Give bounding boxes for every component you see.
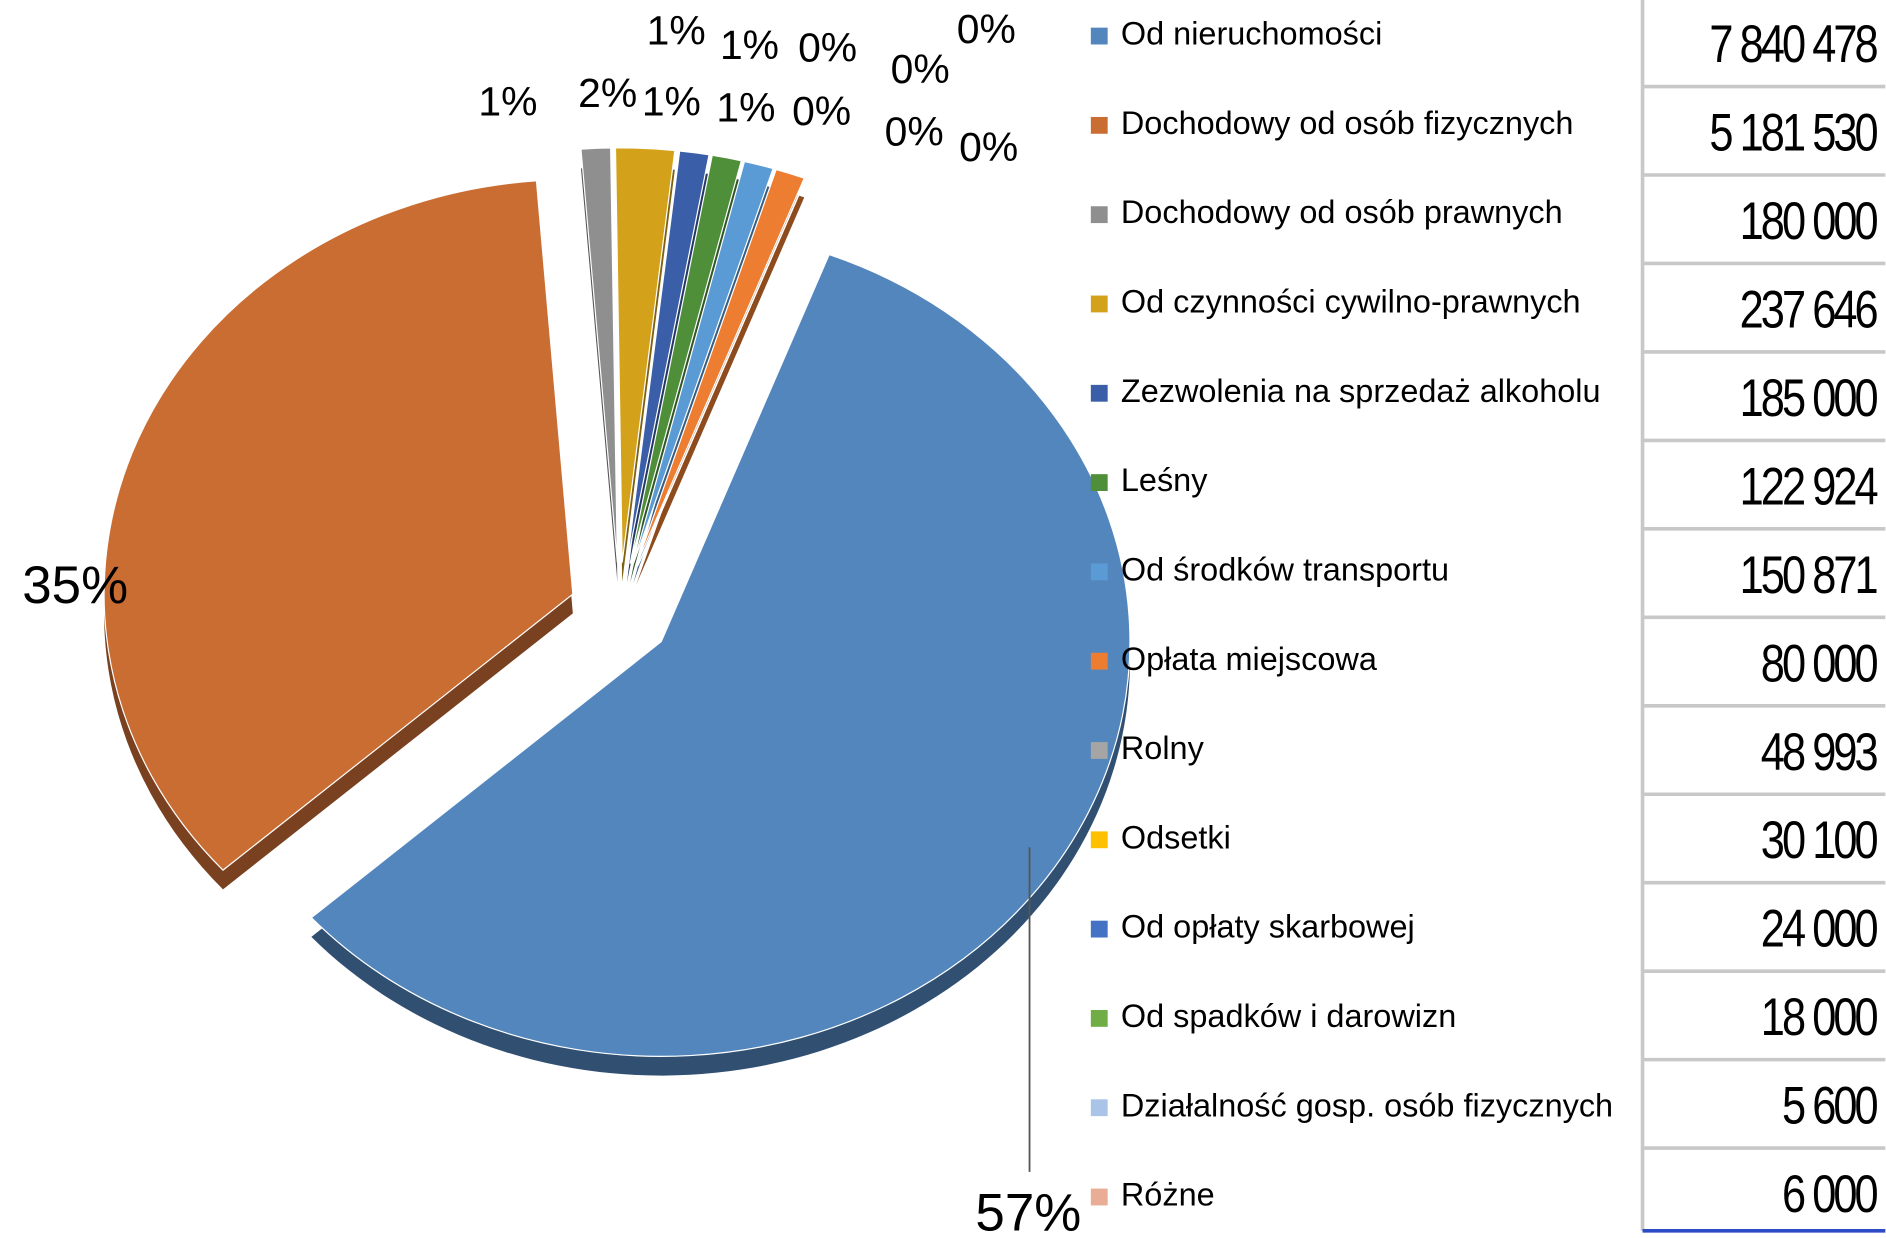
data-label: 1%	[716, 84, 775, 130]
table-value: 7 840 478	[1709, 15, 1877, 74]
legend-label: Leśny	[1121, 462, 1208, 498]
data-label: 0%	[798, 24, 857, 70]
table-value: 237 646	[1740, 280, 1877, 339]
legend-label: Działalność gosp. osób fizycznych	[1121, 1087, 1613, 1123]
legend-label: Opłata miejscowa	[1121, 641, 1378, 677]
data-label: 0%	[885, 108, 944, 154]
data-label: 0%	[957, 6, 1016, 52]
data-label: 1%	[478, 78, 537, 124]
legend-label: Zezwolenia na sprzedaż alkoholu	[1121, 373, 1601, 409]
legend-swatch	[1090, 742, 1108, 759]
data-label: 0%	[959, 124, 1018, 170]
table-value: 5 181 530	[1709, 103, 1877, 162]
table-value: 30 100	[1761, 811, 1877, 870]
legend-label: Od środków transportu	[1121, 551, 1449, 587]
legend-label: Rolny	[1121, 730, 1205, 766]
pie-slice	[626, 150, 710, 564]
data-label: 57%	[975, 1183, 1081, 1238]
pie-slice	[310, 253, 1131, 1057]
table-value: 18 000	[1761, 988, 1877, 1047]
pie-slice	[629, 154, 743, 564]
legend-label: Od czynności cywilno-prawnych	[1121, 284, 1581, 320]
table-value: 185 000	[1740, 369, 1877, 428]
legend-label: Od nieruchomości	[1121, 16, 1382, 52]
data-label: 2%	[578, 70, 637, 116]
data-label: 0%	[792, 88, 851, 134]
pie-slice	[635, 168, 806, 566]
legend-swatch	[1090, 652, 1108, 670]
pie-slice	[103, 180, 574, 871]
legend-swatch	[1090, 206, 1108, 224]
legend-swatch	[1090, 1188, 1108, 1206]
table-value: 48 993	[1761, 723, 1877, 782]
table-value: 122 924	[1740, 457, 1878, 516]
pie-slice-depth	[636, 188, 805, 585]
legend-swatch	[1090, 1009, 1108, 1027]
legend-label: Różne	[1121, 1177, 1215, 1213]
pie-slice	[632, 160, 774, 565]
legend-swatch	[1090, 116, 1108, 134]
legend-swatch	[1090, 295, 1108, 313]
legend-swatch	[1090, 27, 1108, 45]
table-value: 5 600	[1782, 1077, 1877, 1136]
legend-swatch	[1090, 920, 1108, 938]
data-label: 1%	[642, 78, 701, 124]
table-value: 24 000	[1761, 900, 1877, 959]
table-value: 180 000	[1740, 192, 1877, 251]
table-value: 150 871	[1740, 546, 1877, 605]
pie-slice	[580, 147, 618, 563]
data-label: 1%	[647, 7, 706, 53]
legend-swatch	[1090, 384, 1108, 402]
legend-swatch	[1090, 1099, 1108, 1117]
legend-swatch	[1090, 563, 1108, 581]
data-label: 1%	[720, 22, 779, 68]
legend-label: Odsetki	[1121, 819, 1231, 855]
legend-swatch	[1090, 831, 1108, 849]
table-value: 80 000	[1761, 634, 1877, 693]
legend-label: Od opłaty skarbowej	[1121, 909, 1415, 945]
data-label: 0%	[891, 46, 950, 92]
legend-label: Dochodowy od osób fizycznych	[1121, 105, 1574, 141]
legend-label: Od spadków i darowizn	[1121, 998, 1456, 1034]
pie-slice	[614, 147, 676, 563]
table-value: 6 000	[1782, 1165, 1877, 1224]
legend-swatch	[1090, 474, 1108, 491]
legend-label: Dochodowy od osób prawnych	[1121, 194, 1563, 230]
data-label: 35%	[22, 556, 128, 615]
